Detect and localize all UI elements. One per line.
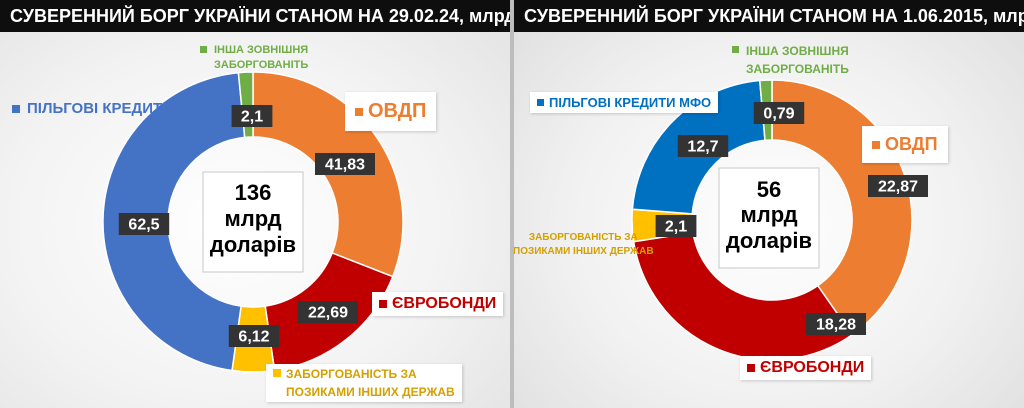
legend-states-line2: ПОЗИКАМИ ІНШИХ ДЕРЖАВ xyxy=(286,385,455,399)
legend-ovdp-left: ОВДП xyxy=(345,92,437,131)
data-label-bg xyxy=(231,105,273,127)
data-label-ovdp: 22,87 xyxy=(868,175,928,197)
data-label-ovdp: 41,83 xyxy=(315,153,375,175)
legend-other-line1: ІНША ЗОВНІШНЯ xyxy=(214,44,309,56)
center-total-unit: млрд xyxy=(740,202,797,227)
legend-states-right: ЗАБОРГОВАНІСТЬ ЗА ПОЗИКАМИ ІНШИХ ДЕРЖАВ xyxy=(514,232,656,257)
chart-title-left: СУВЕРЕННИЙ БОРГ УКРАЇНИ СТАНОМ НА 29.02.… xyxy=(0,0,510,32)
legend-other-line2: ЗАБОРГОВАНІТЬ xyxy=(214,59,309,71)
data-label-text: 62,5 xyxy=(128,217,159,234)
data-label-text: 41,83 xyxy=(325,157,365,174)
legend-ovdp-swatch xyxy=(355,107,363,116)
legend-states-line2: ПОЗИКАМИ ІНШИХ ДЕРЖАВ xyxy=(514,246,654,257)
data-label-text: 2,1 xyxy=(665,219,687,236)
data-label-text: 0,79 xyxy=(763,106,794,123)
data-label-bg xyxy=(655,215,697,237)
legend-states-line1: ЗАБОРГОВАНІСТЬ ЗА xyxy=(528,232,638,243)
center-total-number: 56 xyxy=(757,177,781,202)
center-total-currency: доларів xyxy=(726,228,812,253)
data-label-mfo: 12,7 xyxy=(677,135,729,157)
legend-other-line1: ІНША ЗОВНІШНЯ xyxy=(746,44,849,58)
data-label-mfo: 62,5 xyxy=(118,213,170,235)
center-total-currency: доларів xyxy=(210,232,296,257)
legend-ovdp-right: ОВДП xyxy=(862,126,948,163)
legend-euro-swatch xyxy=(379,300,387,308)
data-label-bg xyxy=(806,313,866,335)
data-label-states: 2,1 xyxy=(655,215,697,237)
legend-other-left: ІНША ЗОВНІШНЯ ЗАБОРГОВАНІТЬ xyxy=(200,44,310,71)
data-label-text: 18,28 xyxy=(816,317,856,334)
data-label-text: 22,69 xyxy=(308,305,348,322)
legend-states-left: ЗАБОРГОВАНІСТЬ ЗА ПОЗИКАМИ ІНШИХ ДЕРЖАВ xyxy=(266,364,462,402)
legend-states-swatch xyxy=(273,369,281,377)
legend-other-swatch xyxy=(200,46,207,53)
legend-mfo-right: ПІЛЬГОВІ КРЕДИТИ МФО xyxy=(530,92,719,113)
data-label-bg xyxy=(868,175,928,197)
legend-euro-label: ЄВРОБОНДИ xyxy=(760,359,865,376)
legend-mfo-swatch xyxy=(12,104,20,113)
legend-other-swatch xyxy=(732,46,739,53)
center-label-box xyxy=(718,167,820,269)
data-label-bg xyxy=(118,213,170,235)
legend-ovdp-swatch xyxy=(872,140,880,149)
data-label-bg xyxy=(315,153,375,175)
chart-panel-left: СУВЕРЕННИЙ БОРГ УКРАЇНИ СТАНОМ НА 29.02.… xyxy=(0,0,510,408)
donut-chart-2024: 136 млрд доларів 41,83 22,69 6,12 62,5 2,1 xyxy=(102,71,404,373)
center-total-number: 136 xyxy=(235,180,272,205)
legend-euro-left: ЄВРОБОНДИ xyxy=(372,292,504,316)
data-label-bg xyxy=(228,325,280,347)
data-label-text: 6,12 xyxy=(238,329,269,346)
data-label-text: 22,87 xyxy=(878,179,918,196)
data-label-euro: 22,69 xyxy=(298,301,358,323)
panel-divider xyxy=(510,0,514,408)
legend-mfo-label: ПІЛЬГОВІ КРЕДИТИ МФО xyxy=(27,100,215,117)
chart-title-text: СУВЕРЕННИЙ БОРГ УКРАЇНИ СТАНОМ НА 29.02.… xyxy=(10,6,510,26)
legend-euro-right: ЄВРОБОНДИ xyxy=(740,356,872,380)
legend-other-line2: ЗАБОРГОВАНІТЬ xyxy=(746,62,849,76)
chart-panel-right: СУВЕРЕННИЙ БОРГ УКРАЇНИ СТАНОМ НА 1.06.2… xyxy=(514,0,1024,408)
legend-mfo-left: ПІЛЬГОВІ КРЕДИТИ МФО xyxy=(12,100,216,117)
legend-ovdp-label: ОВДП xyxy=(368,100,427,122)
legend-other-right: ІНША ЗОВНІШНЯ ЗАБОРГОВАНІТЬ xyxy=(732,44,851,76)
slice-mfo xyxy=(102,71,246,372)
center-label-box xyxy=(202,171,304,273)
data-label-text: 12,7 xyxy=(687,139,718,156)
data-label-text: 2,1 xyxy=(241,109,263,126)
data-label-euro: 18,28 xyxy=(806,313,866,335)
data-label-other: 0,79 xyxy=(753,102,805,124)
chart-title-text: СУВЕРЕННИЙ БОРГ УКРАЇНИ СТАНОМ НА 1.06.2… xyxy=(524,6,1024,26)
data-label-bg xyxy=(753,102,805,124)
legend-euro-swatch xyxy=(747,364,755,372)
data-label-bg xyxy=(677,135,729,157)
legend-ovdp-label: ОВДП xyxy=(885,134,938,154)
legend-mfo-swatch xyxy=(537,99,544,106)
data-label-other: 2,1 xyxy=(231,105,273,127)
chart-title-right: СУВЕРЕННИЙ БОРГ УКРАЇНИ СТАНОМ НА 1.06.2… xyxy=(514,0,1024,32)
donut-chart-2015: 56 млрд доларів 22,87 18,28 2,1 12,7 0,79 xyxy=(631,79,928,361)
legend-states-line1: ЗАБОРГОВАНІСТЬ ЗА xyxy=(286,367,417,381)
center-total-unit: млрд xyxy=(224,206,281,231)
legend-mfo-label: ПІЛЬГОВІ КРЕДИТИ МФО xyxy=(549,95,712,110)
data-label-bg xyxy=(298,301,358,323)
legend-euro-label: ЄВРОБОНДИ xyxy=(392,295,497,312)
data-label-states: 6,12 xyxy=(228,325,280,347)
